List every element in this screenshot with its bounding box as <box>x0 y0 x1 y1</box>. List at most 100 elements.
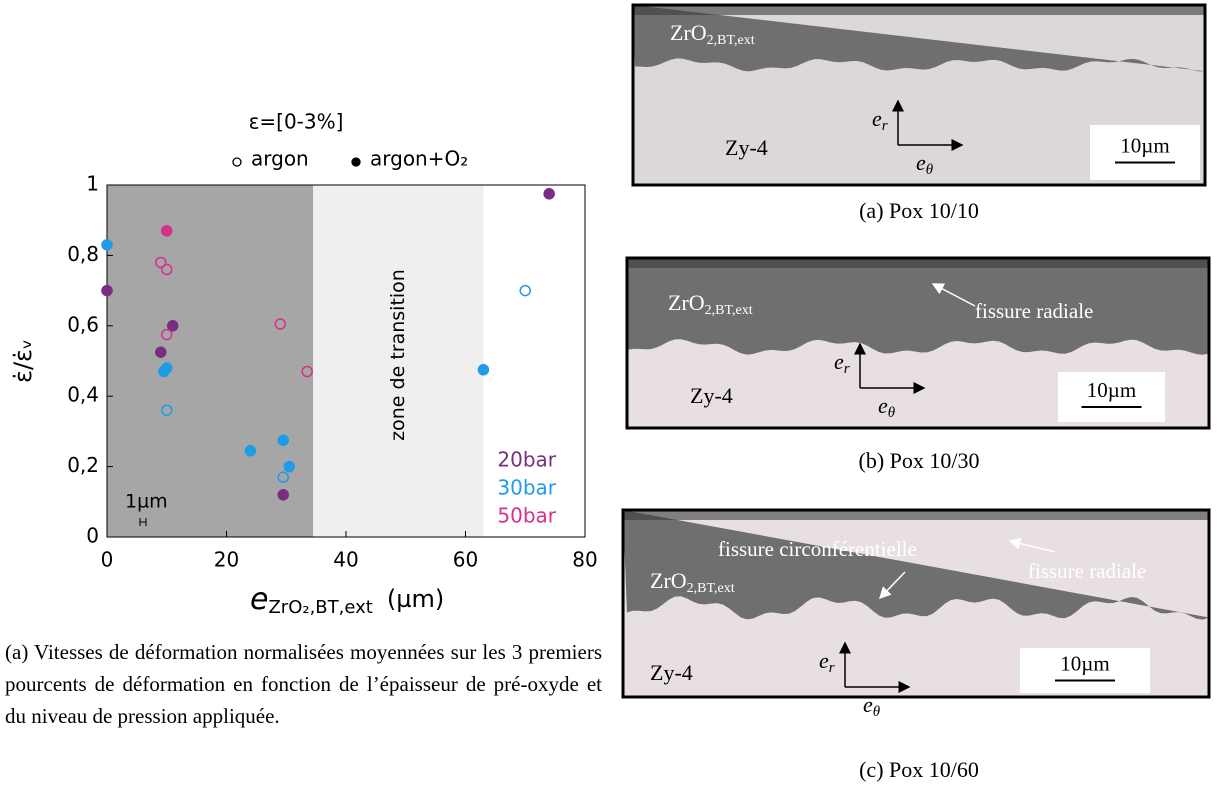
axis-theta-label: eθ <box>863 692 881 720</box>
oxide-layer <box>623 510 1209 620</box>
y-tick-label: 0,4 <box>67 383 99 407</box>
axis-subscript: r <box>829 660 835 676</box>
axis-symbol: e <box>834 349 844 374</box>
data-point <box>477 364 490 376</box>
legend-label: 30bar <box>497 476 556 500</box>
data-point <box>101 239 113 251</box>
metal-label: Zy-4 <box>650 660 693 685</box>
oxide-subscript: 2,BT,ext <box>705 303 753 318</box>
scalebar-label: 1µm <box>125 491 168 513</box>
data-point <box>161 404 173 417</box>
scalebar-label: 10µm <box>1087 378 1136 402</box>
image-frame <box>625 256 1211 430</box>
scalebar-label: 10µm <box>1120 133 1169 157</box>
oxide-formula: ZrO <box>668 290 705 315</box>
oxide-surface <box>633 5 1205 15</box>
data-point <box>101 284 113 297</box>
data-point <box>155 256 167 269</box>
data-point <box>543 188 555 200</box>
axis-symbol: e <box>863 692 873 717</box>
data-point <box>166 320 179 332</box>
oxide-surface <box>623 510 1209 520</box>
x-tick-label: 40 <box>333 548 358 572</box>
legend-label: argon <box>251 147 309 171</box>
note-label: fissure radiale <box>1028 559 1146 583</box>
data-point <box>161 362 173 374</box>
oxide-label: ZrO2,BT,ext <box>650 568 735 596</box>
data-point <box>161 263 173 276</box>
oxide-layer <box>627 258 1209 355</box>
y-tick-label: 0,6 <box>67 312 99 336</box>
chart: zone de transition 0 20 40 60 80 0 0,2 0,4 0,6 0,8… <box>9 110 598 619</box>
region <box>107 185 314 537</box>
data-point <box>283 460 295 473</box>
legend-label: argon+O₂ <box>370 147 468 171</box>
note-arrow <box>931 283 976 307</box>
note-arrow <box>878 571 906 600</box>
oxide-label: ZrO2,BT,ext <box>668 290 753 318</box>
note-label: fissure radiale <box>975 299 1093 323</box>
metal-label: Zy-4 <box>725 135 768 160</box>
data-point <box>161 328 173 341</box>
data-point <box>277 489 290 501</box>
x-axis-subscript: ZrO₂,BT,ext <box>268 597 372 618</box>
x-tick-label: 0 <box>101 548 114 572</box>
data-point <box>155 346 167 358</box>
image-frame <box>631 3 1207 187</box>
image-frame <box>621 508 1211 699</box>
metal-label: Zy-4 <box>690 383 733 408</box>
axis-symbol: e <box>819 648 829 673</box>
data-point <box>274 318 287 330</box>
oxide-formula: ZrO <box>670 20 707 45</box>
x-tick-label: 20 <box>214 548 239 572</box>
axis-r-label: er <box>819 648 835 676</box>
note-label: fissure circonférentielle <box>718 537 917 561</box>
x-axis-label: eZrO₂,BT,ext (µm) <box>250 582 444 619</box>
legend-label: 20bar <box>497 448 556 472</box>
oxide-subscript: 2,BT,ext <box>707 33 755 48</box>
legend-marker <box>232 157 242 167</box>
oxide-layer <box>633 5 1205 72</box>
y-tick-label: 0,2 <box>67 453 99 477</box>
panel-caption: (b) Pox 10/30 <box>859 448 980 473</box>
axis-subscript: θ <box>888 405 896 421</box>
note-arrow <box>1008 537 1056 553</box>
region <box>313 185 484 537</box>
axis-r-label: er <box>834 349 850 377</box>
axis-subscript: r <box>882 118 888 134</box>
y-axis-label: ε̇/ε̇ᵥ <box>9 339 37 383</box>
axis-symbol: e <box>872 106 882 131</box>
oxide-label: ZrO2,BT,ext <box>670 20 755 48</box>
axis-subscript: r <box>844 361 850 377</box>
data-point <box>519 284 531 297</box>
oxide-surface <box>627 258 1209 268</box>
y-tick-label: 1 <box>86 172 99 196</box>
scalebar-label: 10µm <box>1060 651 1109 675</box>
figure-caption: (a) Vitesses de déformation normalisées … <box>5 640 602 728</box>
axis-symbol: e <box>878 393 888 418</box>
data-point <box>277 471 290 483</box>
legend-label: 50bar <box>497 504 556 528</box>
x-tick-label: 80 <box>572 548 597 572</box>
data-point <box>244 445 257 457</box>
y-tick-label: 0 <box>86 524 99 548</box>
scalebar-box <box>1058 372 1165 422</box>
axis-subscript: θ <box>926 162 934 178</box>
axis-theta-label: eθ <box>916 150 934 178</box>
x-axis-symbol: e <box>250 582 268 617</box>
scalebar-box <box>1090 125 1200 180</box>
scalebar-box <box>1020 648 1150 693</box>
data-point <box>161 225 173 237</box>
oxide-formula: ZrO <box>650 568 687 593</box>
panel-caption: (c) Pox 10/60 <box>859 757 979 782</box>
x-tick-label: 60 <box>453 548 478 572</box>
axis-theta-label: eθ <box>878 393 896 421</box>
panel-caption: (a) Pox 10/10 <box>859 198 979 223</box>
axis-symbol: e <box>916 150 926 175</box>
legend-marker <box>351 157 361 167</box>
